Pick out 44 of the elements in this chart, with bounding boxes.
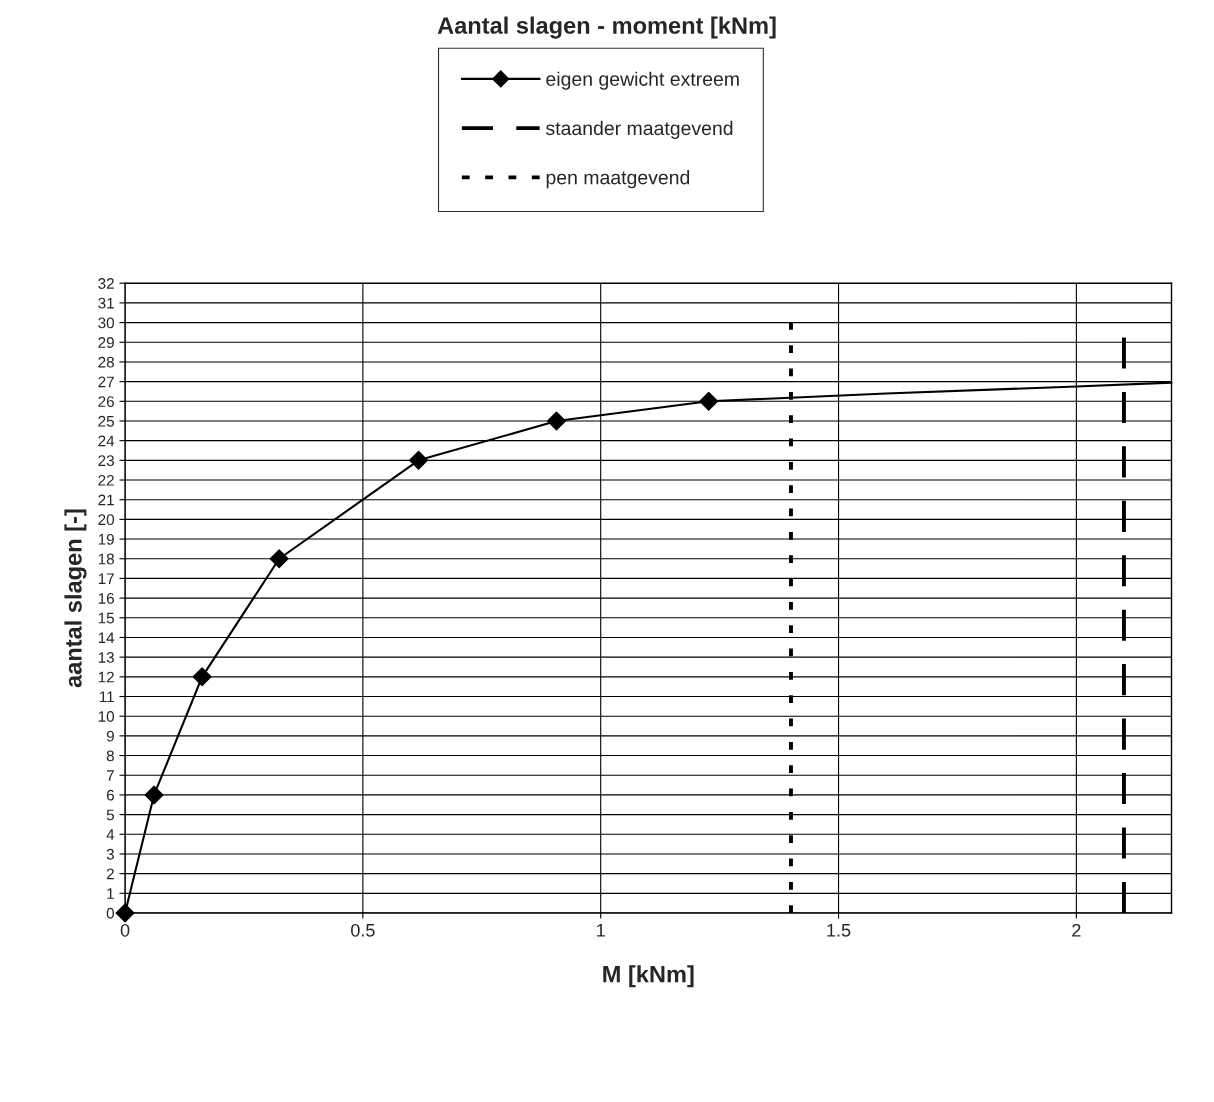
y-tick-label: 17 [98,573,114,584]
y-tick-label: 10 [98,711,115,722]
y-tick-label: 19 [98,533,114,545]
y-tick-label: 0 [106,907,115,919]
x-tick-label: 2 [1072,923,1081,937]
y-axis-title: aantal slagen [-] [64,509,87,688]
y-tick-label: 32 [98,278,114,289]
chart-title: Aantal slagen - moment [kNm] [437,16,776,39]
y-tick-label: 5 [106,809,114,821]
y-tick-label: 6 [106,789,114,801]
y-tick-label: 22 [98,474,114,486]
legend-label: pen maatgevend [546,170,690,189]
x-tick-label: 0 [120,923,130,937]
y-tick-label: 9 [106,730,114,742]
y-tick-label: 7 [106,770,114,781]
x-tick-label: 0.5 [351,923,375,937]
y-tick-label: 27 [98,376,114,388]
y-tick-label: 23 [98,455,114,467]
y-tick-label: 16 [98,592,114,604]
x-tick-label: 1.5 [827,924,851,937]
y-tick-label: 11 [99,691,114,703]
y-tick-label: 20 [98,514,115,526]
y-tick-label: 28 [98,356,114,368]
y-tick-label: 3 [106,848,114,860]
y-tick-label: 1 [107,888,114,899]
x-axis-title: M [kNm] [603,965,694,988]
y-tick-label: 13 [98,652,114,663]
y-tick-label: 29 [98,337,114,348]
x-tick-label: 1 [597,924,605,937]
y-tick-label: 25 [98,415,114,427]
y-tick-label: 15 [98,612,114,624]
y-tick-label: 14 [98,632,115,644]
y-tick-label: 4 [106,829,115,840]
y-tick-label: 21 [98,494,114,506]
y-tick-label: 12 [98,671,114,683]
y-tick-label: 24 [98,435,115,447]
y-tick-label: 2 [106,868,114,880]
y-tick-label: 26 [98,396,114,407]
y-tick-label: 30 [98,317,115,329]
y-tick-label: 31 [98,297,114,309]
y-tick-label: 8 [106,750,114,762]
legend-label: staander maatgevend [546,120,733,139]
legend-label: eigen gewicht extreem [546,71,739,90]
y-tick-label: 18 [98,553,114,565]
